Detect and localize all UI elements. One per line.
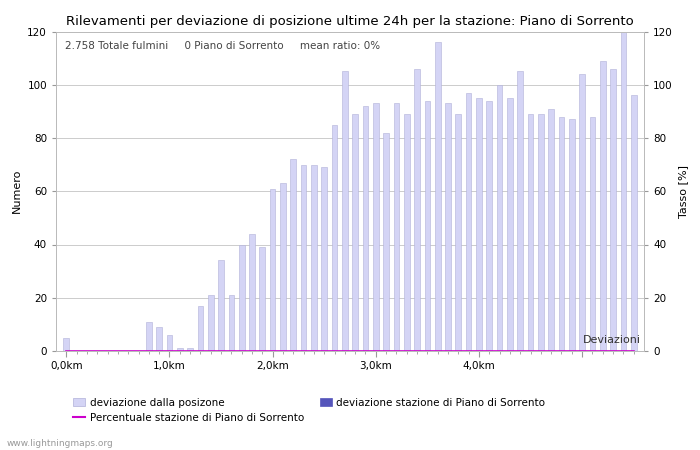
Y-axis label: Tasso [%]: Tasso [%] [678, 165, 688, 218]
Title: Rilevamenti per deviazione di posizione ultime 24h per la stazione: Piano di Sor: Rilevamenti per deviazione di posizione … [66, 14, 634, 27]
Bar [631, 95, 636, 351]
Bar [580, 74, 585, 351]
Bar [456, 114, 461, 351]
Bar [497, 85, 503, 351]
Text: Deviazioni: Deviazioni [582, 335, 640, 345]
Y-axis label: Numero: Numero [12, 169, 22, 213]
Bar [476, 98, 482, 351]
Bar [373, 104, 379, 351]
Bar [249, 234, 255, 351]
Bar [507, 98, 512, 351]
Bar [589, 117, 595, 351]
Bar [384, 133, 389, 351]
Bar [156, 327, 162, 351]
Bar [260, 247, 265, 351]
Bar [528, 114, 533, 351]
Bar [208, 295, 213, 351]
Bar [559, 117, 564, 351]
Text: 2.758 Totale fulmini     0 Piano di Sorrento     mean ratio: 0%: 2.758 Totale fulmini 0 Piano di Sorrento… [65, 41, 380, 51]
Bar [146, 322, 152, 351]
Bar [218, 261, 224, 351]
Bar [301, 165, 307, 351]
Bar [424, 101, 430, 351]
Text: www.lightningmaps.org: www.lightningmaps.org [7, 439, 113, 448]
Bar [435, 42, 440, 351]
Bar [404, 114, 410, 351]
Bar [363, 106, 368, 351]
Bar [321, 167, 327, 351]
Bar [538, 114, 544, 351]
Bar [610, 69, 616, 351]
Bar [414, 69, 420, 351]
Bar [188, 348, 193, 351]
Bar [332, 125, 337, 351]
Bar [445, 104, 451, 351]
Bar [620, 32, 626, 351]
Bar [311, 165, 316, 351]
Bar [177, 348, 183, 351]
Legend: deviazione dalla posizone, Percentuale stazione di Piano di Sorrento, deviazione: deviazione dalla posizone, Percentuale s… [73, 398, 545, 423]
Bar [167, 335, 172, 351]
Bar [569, 119, 575, 351]
Bar [486, 101, 492, 351]
Bar [600, 61, 606, 351]
Bar [290, 159, 296, 351]
Bar [352, 114, 358, 351]
Bar [342, 72, 348, 351]
Bar [197, 306, 203, 351]
Bar [466, 93, 472, 351]
Bar [239, 244, 244, 351]
Bar [64, 338, 69, 351]
Bar [548, 109, 554, 351]
Bar [270, 189, 276, 351]
Bar [280, 183, 286, 351]
Bar [517, 72, 523, 351]
Bar [228, 295, 235, 351]
Bar [393, 104, 399, 351]
